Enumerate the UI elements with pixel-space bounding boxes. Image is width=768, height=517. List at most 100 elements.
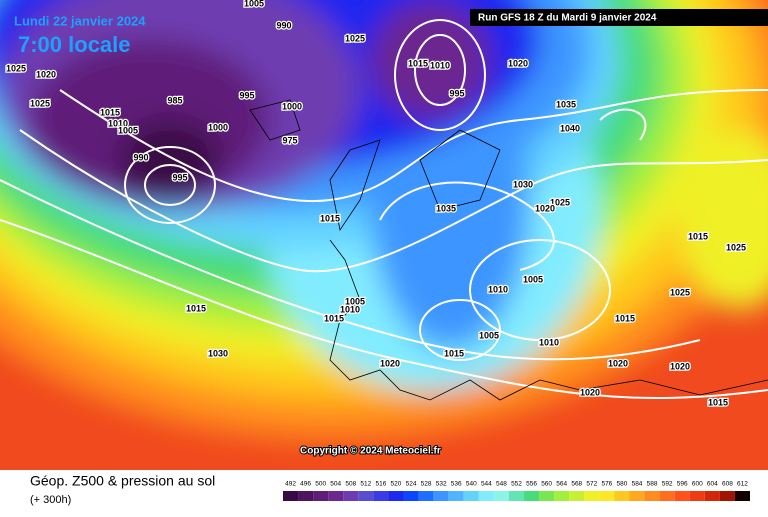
scale-swatch bbox=[614, 491, 630, 501]
isobar-label: 995 bbox=[172, 172, 187, 182]
isobar-label: 1010 bbox=[108, 118, 128, 128]
isobar-label: 995 bbox=[449, 88, 464, 98]
scale-label: 568 bbox=[571, 481, 582, 488]
isobar-label: 1010 bbox=[488, 284, 508, 294]
scale-label: 496 bbox=[300, 481, 311, 488]
isobar-labels: 1005990102510251020102510151010100598599… bbox=[5, 0, 748, 409]
footer-lead: (+ 300h) bbox=[30, 494, 71, 506]
isobar-label: 1015 bbox=[688, 231, 708, 241]
scale-swatch bbox=[734, 491, 750, 501]
isobar-label: 1010 bbox=[340, 304, 360, 314]
isobar-label: 1030 bbox=[513, 179, 533, 189]
scale-swatch bbox=[478, 491, 494, 501]
map-field bbox=[0, 0, 768, 470]
scale-label: 512 bbox=[360, 481, 371, 488]
scale-label: 612 bbox=[737, 481, 748, 488]
scale-label: 608 bbox=[722, 481, 733, 488]
scale-swatch bbox=[328, 491, 344, 501]
scale-label: 588 bbox=[647, 481, 658, 488]
forecast-time: 7:00 locale bbox=[18, 32, 131, 57]
scale-label: 500 bbox=[315, 481, 326, 488]
scale-label: 552 bbox=[511, 481, 522, 488]
scale-swatch bbox=[508, 491, 525, 501]
isobar-label: 1005 bbox=[244, 0, 264, 8]
isobar-label: 1015 bbox=[186, 303, 206, 313]
isobar-label: 1020 bbox=[36, 69, 56, 79]
scale-label: 584 bbox=[632, 481, 643, 488]
coastlines bbox=[249, 99, 768, 401]
isobar-label: 1005 bbox=[479, 330, 499, 340]
scale-swatch bbox=[569, 491, 585, 501]
forecast-date: Lundi 22 janvier 2024 bbox=[14, 13, 146, 28]
scale-label: 556 bbox=[526, 481, 537, 488]
isobar-label: 990 bbox=[276, 20, 291, 30]
scale-label: 604 bbox=[707, 481, 718, 488]
isobar-label: 975 bbox=[282, 135, 297, 145]
isobar-label: 1010 bbox=[539, 337, 559, 347]
isobar-label: 1015 bbox=[615, 313, 635, 323]
scale-swatch bbox=[418, 491, 434, 501]
scale-swatch bbox=[283, 491, 299, 501]
scale-label: 516 bbox=[375, 481, 386, 488]
isobar-label: 1010 bbox=[430, 60, 450, 70]
scale-swatch bbox=[448, 491, 464, 501]
isobar-label: 1015 bbox=[708, 397, 728, 407]
scale-swatch bbox=[388, 491, 404, 501]
scale-label: 596 bbox=[677, 481, 688, 488]
run-banner bbox=[470, 9, 768, 26]
scale-swatch bbox=[373, 491, 389, 501]
isobar-label: 1025 bbox=[345, 33, 365, 43]
isobar-label: 1020 bbox=[670, 361, 690, 371]
scale-label: 492 bbox=[285, 481, 296, 488]
isobar-label: 1005 bbox=[118, 125, 138, 135]
isobar-label: 1015 bbox=[100, 107, 120, 117]
isobar-label: 1025 bbox=[550, 197, 570, 207]
isobar-label: 1000 bbox=[282, 101, 302, 111]
scale-label: 560 bbox=[541, 481, 552, 488]
scale-swatch bbox=[599, 491, 615, 501]
isobar-label: 985 bbox=[167, 95, 182, 105]
scale-swatch bbox=[719, 491, 735, 501]
scale-swatch bbox=[358, 491, 374, 501]
scale-label: 524 bbox=[406, 481, 417, 488]
isobar-label: 1000 bbox=[208, 122, 228, 132]
scale-label: 600 bbox=[692, 481, 703, 488]
color-scale: 492 496 500 504 508 512 516 520 524 528 532 536 540 5… bbox=[283, 481, 750, 501]
scale-swatch bbox=[493, 491, 509, 501]
isobar-label: 1025 bbox=[726, 242, 746, 252]
scale-swatch bbox=[403, 491, 419, 501]
scale-label: 564 bbox=[556, 481, 567, 488]
isobar-label: 1020 bbox=[608, 358, 628, 368]
isobar-label: 1025 bbox=[670, 287, 690, 297]
isobar-label: 1020 bbox=[535, 203, 555, 213]
scale-label: 540 bbox=[466, 481, 477, 488]
isobar-label: 1015 bbox=[408, 58, 428, 68]
scale-swatch bbox=[674, 491, 690, 501]
scale-label: 528 bbox=[421, 481, 432, 488]
scale-swatch bbox=[433, 491, 449, 501]
scale-label: 572 bbox=[586, 481, 597, 488]
scale-label: 580 bbox=[617, 481, 628, 488]
scale-swatch bbox=[659, 491, 675, 501]
scale-swatch bbox=[644, 491, 660, 501]
isobar-label: 1020 bbox=[580, 387, 600, 397]
scale-swatch bbox=[689, 491, 705, 501]
scale-label: 508 bbox=[345, 481, 356, 488]
isobar-label: 1040 bbox=[560, 123, 580, 133]
isobar-label: 1035 bbox=[436, 203, 456, 213]
scale-label: 532 bbox=[436, 481, 447, 488]
isobar-label: 995 bbox=[239, 90, 254, 100]
scale-label: 536 bbox=[451, 481, 462, 488]
scale-swatch bbox=[298, 491, 314, 501]
isobar-label: 1030 bbox=[208, 348, 228, 358]
isobar-label: 1025 bbox=[30, 98, 50, 108]
footer-title: Géop. Z500 & pression au sol bbox=[30, 473, 215, 489]
scale-swatch bbox=[524, 491, 540, 501]
isobar-label: 1035 bbox=[556, 99, 576, 109]
isobar-label: 1015 bbox=[444, 348, 464, 358]
isobar-label: 1020 bbox=[508, 58, 528, 68]
run-label: Run GFS 18 Z du Mardi 9 janvier 2024 bbox=[478, 13, 657, 24]
scale-swatch bbox=[704, 491, 720, 501]
scale-swatch bbox=[629, 491, 645, 501]
